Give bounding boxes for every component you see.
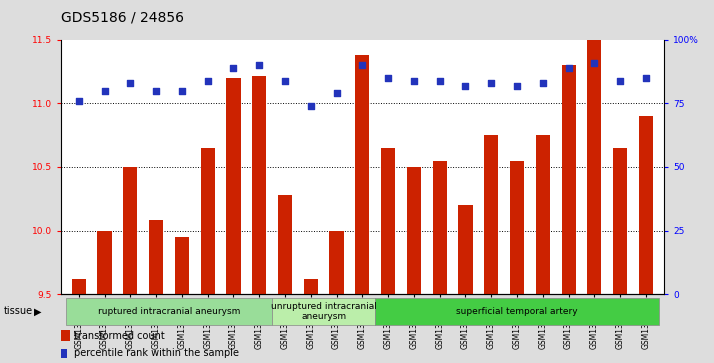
Bar bbox=[484, 135, 498, 294]
Text: tissue: tissue bbox=[4, 306, 33, 316]
Bar bbox=[61, 330, 70, 341]
Point bbox=[228, 65, 239, 71]
Bar bbox=[226, 78, 241, 294]
Bar bbox=[252, 76, 266, 294]
Point bbox=[305, 103, 316, 109]
Text: ▶: ▶ bbox=[34, 306, 42, 316]
Point bbox=[253, 62, 265, 68]
Bar bbox=[588, 40, 601, 294]
Point bbox=[486, 80, 497, 86]
Bar bbox=[329, 231, 343, 294]
Point bbox=[279, 78, 291, 83]
Bar bbox=[201, 148, 215, 294]
Text: superficial temporal artery: superficial temporal artery bbox=[456, 307, 578, 316]
Text: transformed count: transformed count bbox=[74, 331, 165, 341]
Bar bbox=[613, 148, 628, 294]
Point bbox=[383, 75, 394, 81]
Bar bbox=[407, 167, 421, 294]
Bar bbox=[458, 205, 473, 294]
Point bbox=[588, 60, 600, 66]
Bar bbox=[510, 160, 524, 294]
Bar bbox=[272, 298, 376, 325]
Bar bbox=[71, 279, 86, 294]
Text: percentile rank within the sample: percentile rank within the sample bbox=[74, 348, 239, 358]
Bar bbox=[66, 298, 272, 325]
Point bbox=[124, 80, 136, 86]
Bar bbox=[376, 298, 659, 325]
Point bbox=[460, 83, 471, 89]
Bar bbox=[433, 160, 447, 294]
Point bbox=[331, 90, 342, 96]
Bar bbox=[97, 231, 111, 294]
Point bbox=[537, 80, 548, 86]
Point bbox=[176, 88, 188, 94]
Text: unruptured intracranial
aneurysm: unruptured intracranial aneurysm bbox=[271, 302, 376, 321]
Point bbox=[151, 88, 162, 94]
Bar bbox=[536, 135, 550, 294]
Bar bbox=[278, 195, 292, 294]
Text: GDS5186 / 24856: GDS5186 / 24856 bbox=[61, 11, 183, 25]
Text: ruptured intracranial aneurysm: ruptured intracranial aneurysm bbox=[98, 307, 240, 316]
Point bbox=[73, 98, 84, 104]
Bar bbox=[561, 65, 575, 294]
Bar bbox=[175, 237, 189, 294]
Point bbox=[434, 78, 446, 83]
Point bbox=[640, 75, 652, 81]
Point bbox=[356, 62, 368, 68]
Point bbox=[99, 88, 110, 94]
Bar bbox=[381, 148, 396, 294]
Bar bbox=[356, 55, 369, 294]
Bar bbox=[639, 116, 653, 294]
Point bbox=[615, 78, 626, 83]
Point bbox=[563, 65, 574, 71]
Bar bbox=[124, 167, 137, 294]
Point bbox=[511, 83, 523, 89]
Bar bbox=[149, 220, 164, 294]
Point bbox=[202, 78, 213, 83]
Point bbox=[408, 78, 420, 83]
Bar bbox=[303, 279, 318, 294]
Bar bbox=[61, 348, 67, 358]
